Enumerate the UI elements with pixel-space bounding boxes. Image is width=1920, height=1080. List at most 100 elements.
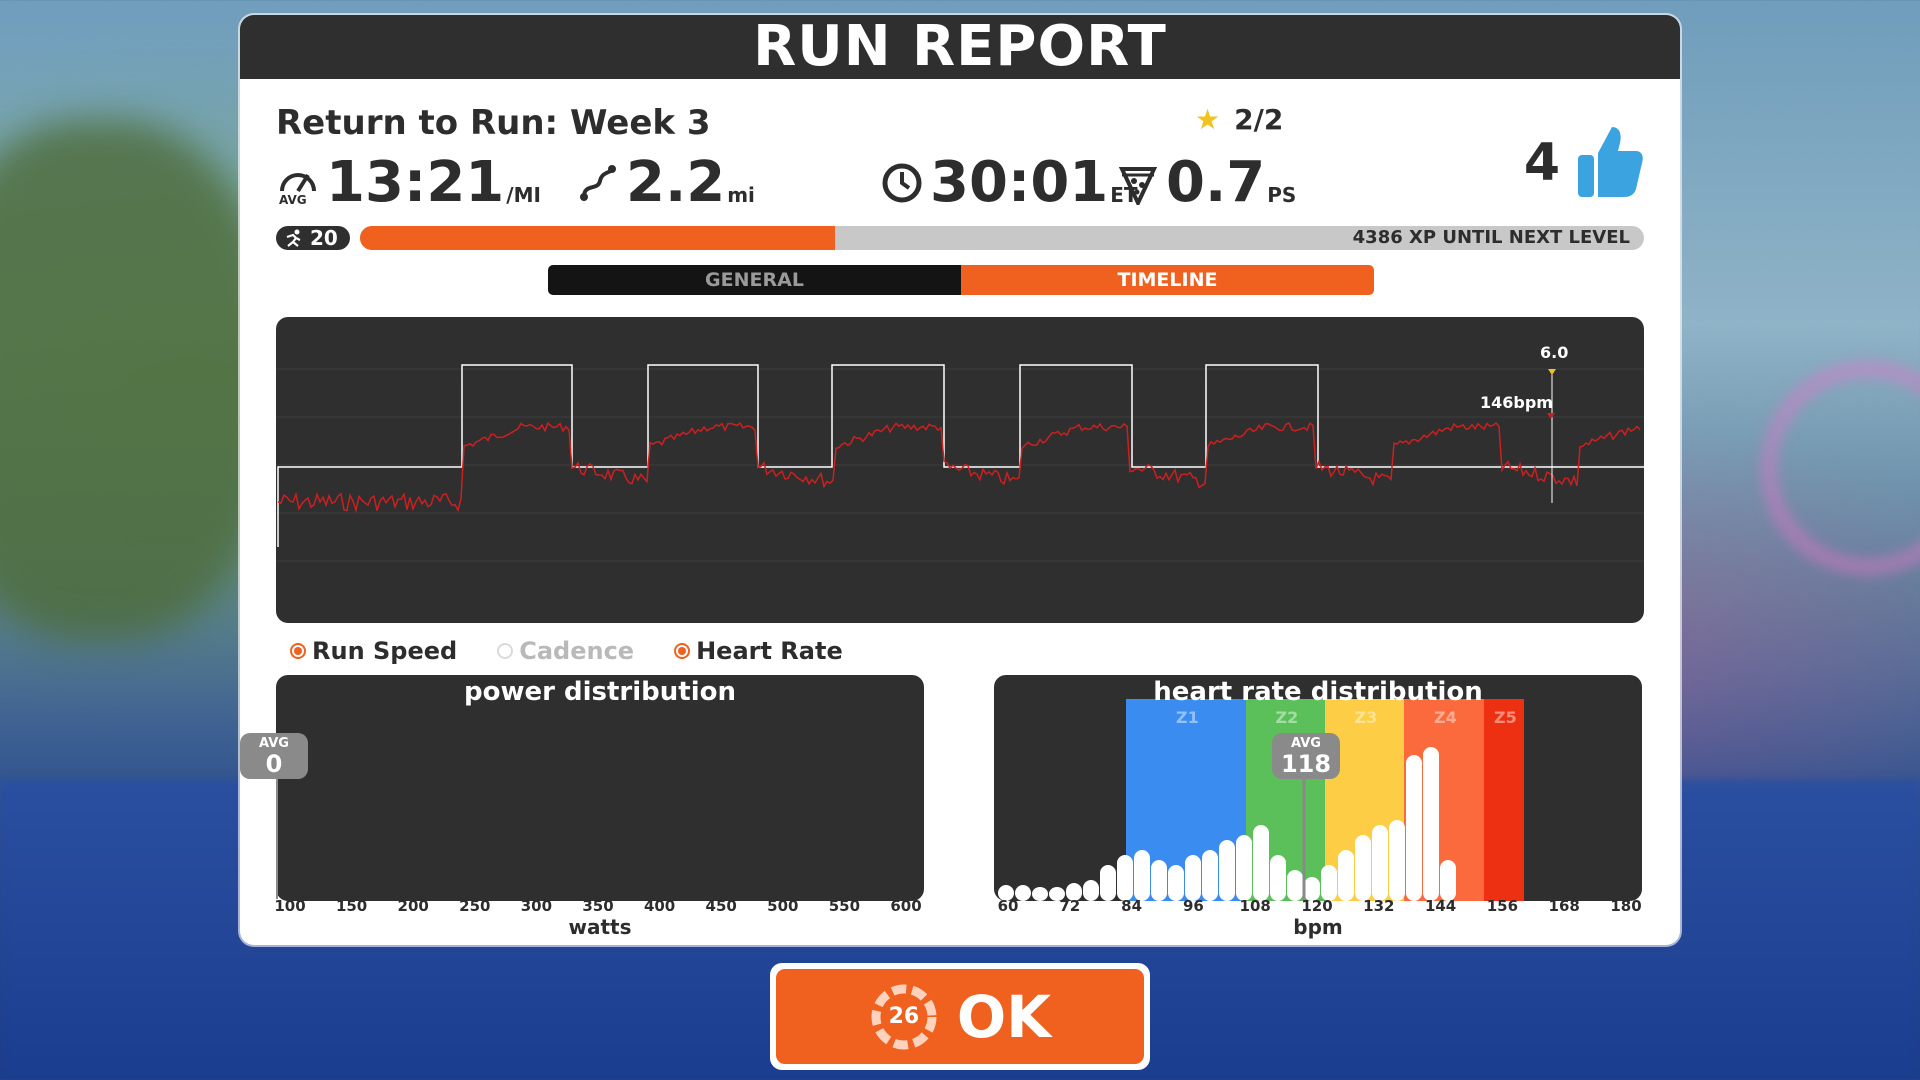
legend-heart-rate-label: Heart Rate (696, 637, 843, 665)
hr-histogram-bar (1202, 850, 1218, 901)
countdown-value: 26 (888, 1004, 920, 1029)
workout-name: Return to Run: Week 3 (276, 103, 711, 143)
power-axis-label: watts (568, 915, 632, 939)
report-tabs: GENERAL TIMELINE (548, 265, 1374, 295)
axis-tick: 100 (274, 897, 306, 915)
hr-histogram-bar (1049, 887, 1065, 901)
axis-tick: 96 (1182, 897, 1204, 915)
axis-tick: 200 (397, 897, 429, 915)
distance-value: 2.2 (626, 150, 726, 215)
thumbs-up-icon[interactable] (1574, 123, 1644, 203)
level-badge: 20 (276, 226, 350, 250)
ride-ons: 4 (1524, 123, 1644, 203)
hr-histogram-bar (1287, 870, 1303, 901)
power-avg-value: 0 (265, 750, 283, 778)
hr-distribution-svg: Z1 Z2 Z3 Z4 Z5 (998, 699, 1524, 901)
chart-legend: Run Speed Cadence Heart Rate (290, 637, 843, 665)
hr-histogram-bar (1304, 877, 1320, 901)
distance-unit: mi (727, 183, 755, 207)
legend-heart-rate[interactable]: Heart Rate (674, 637, 843, 665)
star-icon: ★ (1195, 103, 1221, 136)
pizza-icon (1118, 167, 1158, 205)
pace-value: 13:21 (326, 150, 505, 215)
axis-tick: 72 (1059, 897, 1081, 915)
ok-button[interactable]: 26 OK (776, 969, 1144, 1064)
hr-histogram-bar (1338, 850, 1354, 901)
hr-zone-label: Z4 (1434, 708, 1457, 727)
hr-histogram-bar (1423, 747, 1439, 901)
hr-zone-label: Z1 (1176, 708, 1199, 727)
axis-tick: 120 (1301, 897, 1333, 915)
time-value: 30:01 (930, 150, 1109, 215)
hr-histogram-bar (1253, 825, 1269, 901)
power-avg-bubble: AVG 0 (240, 733, 308, 779)
timeline-chart-svg: 6.0 146bpm (276, 343, 1644, 562)
hr-zone-label: Z5 (1494, 708, 1517, 727)
countdown-ring-icon (871, 984, 937, 1049)
hr-histogram-bar (1406, 755, 1422, 901)
level-number: 20 (310, 226, 338, 250)
hr-histogram-bar (1134, 850, 1150, 901)
stars-count: 2/2 (1234, 103, 1284, 136)
pizza-unit: PS (1267, 183, 1297, 207)
heart-rate-radio[interactable] (674, 643, 691, 659)
hr-histogram-bar (1355, 835, 1371, 901)
axis-tick: 250 (459, 897, 491, 915)
timeline-gridlines (276, 368, 1644, 562)
legend-cadence[interactable]: Cadence (497, 637, 634, 665)
hr-histogram-bar (1389, 820, 1405, 901)
hr-histogram-bar (1100, 865, 1116, 901)
axis-tick: 400 (643, 897, 676, 915)
hr-avg-label: AVG (1291, 736, 1321, 751)
power-avg-line (276, 779, 278, 899)
cadence-radio[interactable] (497, 643, 514, 659)
axis-tick: 450 (705, 897, 737, 915)
axis-tick: 150 (335, 897, 368, 915)
hr-histogram-bar (1185, 855, 1201, 901)
xp-remaining-text: 4386 XP UNTIL NEXT LEVEL (1352, 227, 1630, 248)
timeline-chart[interactable]: 6.0 146bpm (276, 317, 1644, 623)
stat-pizza: 0.7 PS (1116, 155, 1296, 211)
ok-label: OK (956, 982, 1052, 1051)
axis-tick: 550 (828, 897, 861, 915)
hr-callout: 146bpm (1480, 393, 1553, 412)
hr-histogram-bar (1015, 885, 1031, 901)
countdown-timer: 26 (869, 982, 939, 1052)
pace-unit: /MI (506, 183, 541, 207)
axis-tick: 60 (997, 897, 1019, 915)
tab-general[interactable]: GENERAL (548, 265, 961, 295)
axis-tick: 84 (1121, 897, 1143, 915)
ferris-wheel (1760, 360, 1920, 576)
power-avg-label: AVG (259, 736, 289, 751)
hr-avg-value: 118 (1280, 750, 1332, 778)
tab-timeline[interactable]: TIMELINE (961, 265, 1374, 295)
speed-callout: 6.0 (1540, 343, 1568, 362)
hr-distribution-chart: heart rate distribution Z1 Z2 Z3 Z4 Z5 (994, 675, 1642, 901)
hr-histogram-bar (1372, 825, 1388, 901)
report-title: RUN REPORT (240, 15, 1680, 79)
pizza-value: 0.7 (1166, 150, 1266, 215)
hr-histogram-bar (1032, 887, 1048, 901)
hr-axis-label: bpm (1293, 915, 1343, 939)
runner-icon (286, 229, 301, 247)
clock-icon (882, 163, 922, 203)
axis-tick: 156 (1486, 897, 1519, 915)
hr-histogram-bar (1066, 883, 1082, 901)
axis-tick: 600 (890, 897, 922, 915)
hr-zone-z5 (1484, 699, 1524, 901)
hr-histogram-bar (1270, 855, 1286, 901)
axis-tick: 350 (582, 897, 614, 915)
stat-distance: 2.2 mi (576, 155, 755, 211)
run-speed-radio[interactable] (290, 643, 306, 659)
hr-zone-label: Z2 (1276, 708, 1299, 727)
run-report-panel: RUN REPORT Return to Run: Week 3 ★ 2/2 A… (240, 15, 1680, 945)
axis-tick: 500 (767, 897, 799, 915)
hr-histogram-bar (1321, 865, 1337, 901)
legend-run-speed[interactable]: Run Speed (290, 637, 457, 665)
axis-tick: 108 (1239, 897, 1271, 915)
axis-tick: 168 (1548, 897, 1580, 915)
heart-rate-line (277, 421, 1641, 514)
stars-earned: ★ 2/2 (1195, 103, 1283, 136)
xp-progress-bar: 4386 XP UNTIL NEXT LEVEL (360, 226, 1644, 250)
axis-tick: 300 (520, 897, 553, 915)
